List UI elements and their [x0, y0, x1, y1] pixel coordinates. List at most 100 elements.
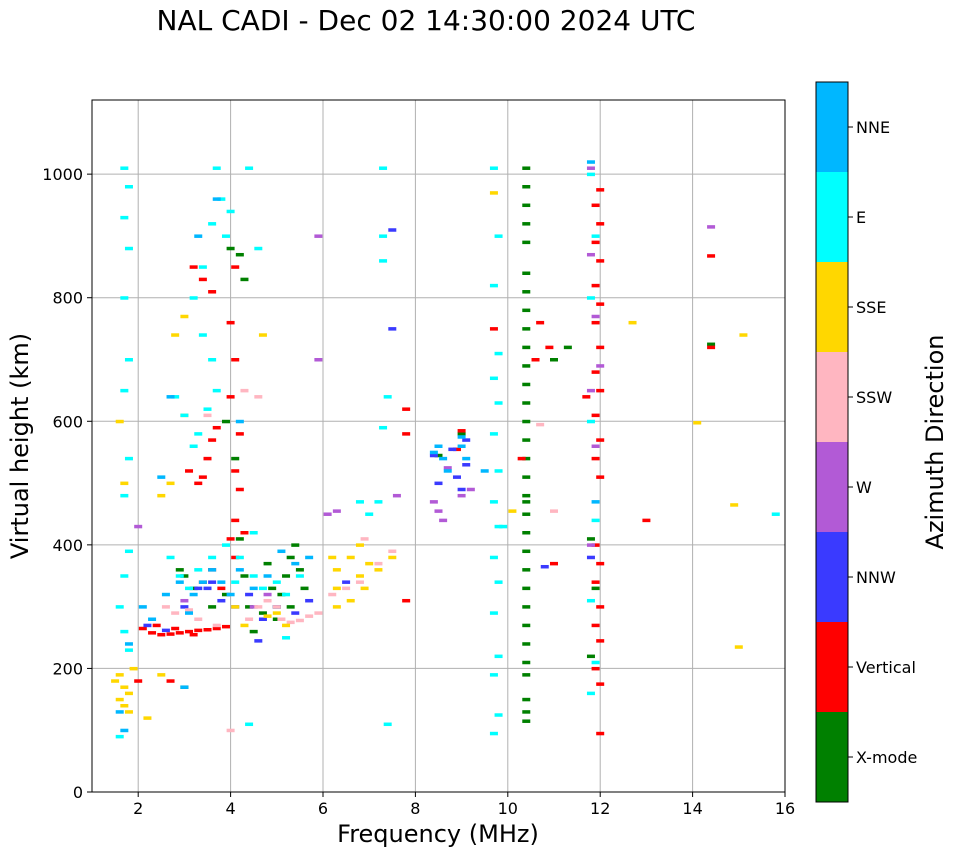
data-point: [522, 438, 531, 442]
data-point: [138, 605, 147, 609]
colorbar-tick-label: W: [856, 478, 872, 497]
colorbar-segment: [816, 262, 848, 352]
data-point: [226, 209, 235, 214]
y-tick-label: 600: [52, 412, 83, 431]
chart-title: NAL CADI - Dec 02 14:30:00 2024 UTC: [156, 4, 696, 37]
data-point: [249, 531, 258, 535]
data-point: [540, 564, 549, 569]
x-tick-label: 14: [682, 799, 702, 818]
data-point: [212, 626, 221, 631]
series-e: [115, 166, 780, 739]
data-point: [286, 605, 295, 609]
data-point: [457, 432, 466, 436]
data-point: [355, 500, 364, 504]
colorbar-segment: [816, 712, 848, 802]
data-point: [596, 682, 605, 686]
data-point: [365, 561, 374, 566]
data-point: [489, 166, 498, 170]
data-point: [124, 642, 133, 646]
data-point: [235, 555, 244, 560]
data-point: [249, 574, 258, 578]
data-point: [429, 453, 438, 458]
data-point: [291, 561, 300, 566]
data-point: [596, 639, 605, 643]
data-point: [591, 456, 600, 461]
data-point: [489, 500, 498, 504]
data-point: [642, 518, 651, 523]
data-point: [522, 500, 531, 504]
data-point: [240, 574, 249, 578]
data-point: [221, 624, 230, 629]
data-point: [231, 358, 240, 362]
data-point: [166, 679, 175, 683]
data-point: [596, 605, 605, 609]
colorbar-tick-label: NNW: [856, 568, 896, 587]
data-point: [115, 419, 124, 424]
data-point: [180, 598, 189, 603]
colorbar-frame: [815, 81, 849, 803]
data-point: [208, 438, 217, 442]
data-point: [379, 234, 388, 238]
data-point: [591, 203, 600, 208]
data-point: [185, 586, 194, 591]
data-point: [586, 166, 595, 170]
data-point: [185, 608, 194, 612]
colorbar-label: Azimuth Direction: [921, 335, 949, 550]
data-point: [346, 555, 355, 560]
data-point: [489, 327, 498, 331]
data-point: [226, 246, 235, 251]
data-point: [208, 222, 217, 226]
data-point: [323, 512, 332, 516]
data-point: [180, 413, 189, 418]
data-point: [439, 456, 448, 461]
data-point: [522, 203, 531, 208]
data-point: [591, 586, 600, 591]
data-point: [707, 254, 716, 258]
data-point: [522, 531, 531, 535]
data-point: [180, 605, 189, 609]
data-point: [360, 586, 369, 591]
data-point: [194, 432, 203, 436]
data-point: [217, 580, 226, 584]
data-point: [517, 456, 526, 461]
data-point: [522, 475, 531, 479]
data-point: [226, 728, 235, 733]
x-tick-label: 2: [133, 799, 143, 818]
colorbar-segment: [816, 172, 848, 262]
data-point: [217, 586, 226, 591]
data-point: [522, 549, 531, 554]
colorbar-tick-label: SSE: [856, 298, 886, 317]
data-point: [203, 407, 212, 411]
data-point: [208, 580, 217, 584]
data-point: [161, 605, 170, 609]
data-point: [388, 549, 397, 554]
data-point: [295, 568, 304, 572]
data-point: [189, 592, 198, 597]
data-point: [240, 623, 249, 628]
data-point: [591, 283, 600, 288]
data-point: [254, 605, 263, 609]
data-point: [277, 592, 286, 597]
data-point: [522, 719, 531, 723]
data-point: [586, 296, 595, 300]
data-point: [194, 628, 203, 633]
data-point: [221, 592, 230, 597]
data-point: [268, 586, 277, 591]
data-point: [115, 697, 124, 702]
data-point: [152, 623, 161, 628]
data-point: [124, 185, 133, 189]
series-sse: [111, 191, 748, 720]
data-point: [157, 493, 166, 498]
data-point: [245, 592, 254, 597]
x-tick-label: 16: [775, 799, 795, 818]
data-point: [452, 447, 461, 452]
data-point: [494, 713, 503, 717]
data-point: [591, 543, 600, 547]
data-point: [254, 395, 263, 399]
data-point: [586, 598, 595, 603]
data-point: [596, 438, 605, 442]
y-tick-label: 400: [52, 536, 83, 555]
x-axis-label: Frequency (MHz): [337, 820, 539, 848]
data-point: [522, 605, 531, 609]
data-point: [591, 666, 600, 671]
